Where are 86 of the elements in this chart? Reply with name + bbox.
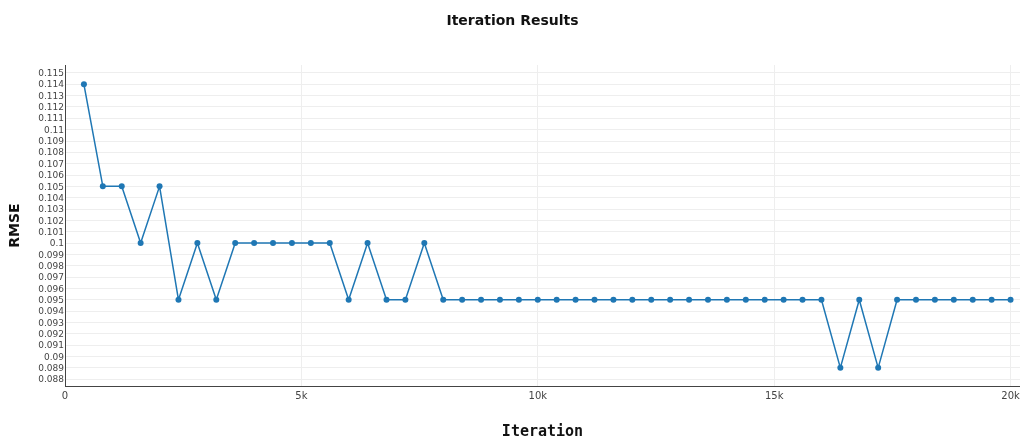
y-tick-label: 0.103 xyxy=(38,204,64,215)
point xyxy=(648,296,655,303)
point xyxy=(837,364,844,371)
y-tick-label: 0.089 xyxy=(38,363,65,373)
chart-title: Iteration Results xyxy=(446,12,579,29)
point xyxy=(307,240,314,247)
point xyxy=(591,296,598,303)
point xyxy=(80,81,87,88)
point xyxy=(742,296,749,303)
point xyxy=(629,296,636,303)
x-tick-label: 15k xyxy=(764,390,784,401)
point xyxy=(553,296,560,303)
point xyxy=(912,296,919,303)
point xyxy=(118,183,125,190)
point xyxy=(496,296,503,303)
point xyxy=(969,296,976,303)
y-tick-label: 0.096 xyxy=(38,283,65,294)
point xyxy=(345,296,352,303)
y-tick-label: 0.111 xyxy=(38,113,64,124)
y-tick-label: 0.094 xyxy=(38,306,65,317)
y-tick-label: 0.09 xyxy=(43,351,65,362)
y-tick-label: 0.106 xyxy=(38,170,65,181)
point xyxy=(723,296,730,303)
y-tick-label: 0.088 xyxy=(38,374,65,385)
y-tick-label: 0.092 xyxy=(38,328,64,339)
point xyxy=(572,296,579,303)
y-tick-label: 0.115 xyxy=(38,68,64,79)
point xyxy=(1007,296,1014,303)
point xyxy=(780,296,787,303)
y-tick-label: 0.091 xyxy=(38,340,64,351)
point xyxy=(137,240,144,247)
point xyxy=(931,296,938,303)
y-axis-title: RMSE xyxy=(5,203,22,248)
point xyxy=(156,183,163,190)
y-tick-label: 0.109 xyxy=(38,136,65,147)
point xyxy=(894,296,901,303)
point xyxy=(402,296,409,303)
point xyxy=(364,240,371,247)
y-tick-label: 0.108 xyxy=(38,147,65,158)
y-tick-label: 0.098 xyxy=(38,260,65,271)
point xyxy=(99,183,106,190)
point xyxy=(421,240,428,247)
y-tick-label: 0.112 xyxy=(38,102,64,113)
point xyxy=(175,296,182,303)
y-tick-label: 0.11 xyxy=(43,124,64,135)
point xyxy=(459,296,466,303)
x-tick-label: 10k xyxy=(528,390,548,401)
x-tick-label: 0 xyxy=(61,390,69,401)
y-tick-label: 0.101 xyxy=(38,226,64,237)
y-tick-label: 0.113 xyxy=(38,90,64,101)
y-tick-label: 0.099 xyxy=(38,249,65,260)
point xyxy=(326,240,333,247)
y-tick-label: 0.107 xyxy=(38,158,64,169)
point xyxy=(515,296,522,303)
point xyxy=(478,296,485,303)
y-tick-label: 0.1 xyxy=(49,238,64,249)
point xyxy=(818,296,825,303)
point xyxy=(534,296,541,303)
point xyxy=(988,296,995,303)
point xyxy=(270,240,277,247)
point xyxy=(667,296,674,303)
y-tick-label: 0.097 xyxy=(38,272,64,283)
y-tick-label: 0.093 xyxy=(38,317,64,328)
x-tick-label: 5k xyxy=(295,390,308,401)
point xyxy=(799,296,806,303)
point xyxy=(213,296,220,303)
y-tick-label: 0.114 xyxy=(38,79,65,90)
x-axis-title: Iteration xyxy=(501,422,584,440)
point xyxy=(761,296,768,303)
point xyxy=(704,296,711,303)
point xyxy=(194,240,201,247)
point xyxy=(383,296,390,303)
point xyxy=(610,296,617,303)
y-tick-label: 0.095 xyxy=(38,294,64,305)
point xyxy=(232,240,239,247)
point xyxy=(950,296,957,303)
point xyxy=(288,240,295,247)
y-tick-label: 0.102 xyxy=(38,215,64,226)
x-tick-label: 20k xyxy=(1001,390,1021,401)
y-tick-label: 0.105 xyxy=(38,181,64,192)
point xyxy=(875,364,882,371)
point xyxy=(251,240,258,247)
point xyxy=(856,296,863,303)
point xyxy=(440,296,447,303)
y-tick-label: 0.104 xyxy=(38,192,65,203)
point xyxy=(686,296,693,303)
